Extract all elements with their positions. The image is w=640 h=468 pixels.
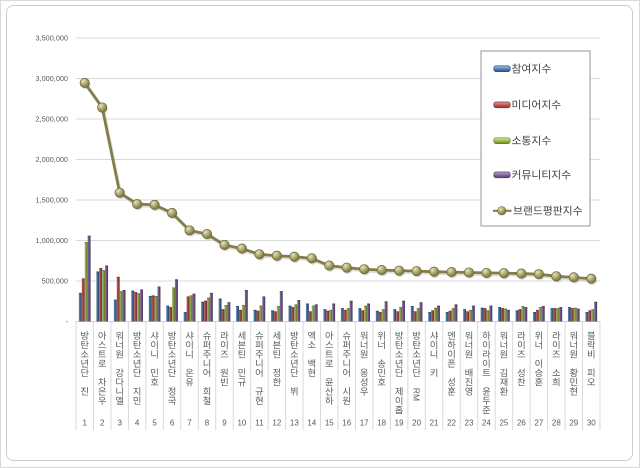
svg-text:1,500,000: 1,500,000 [36, 196, 68, 205]
svg-text:1,000,000: 1,000,000 [36, 236, 68, 245]
svg-text:23: 23 [465, 419, 474, 428]
svg-text:9: 9 [222, 419, 227, 428]
svg-text:7: 7 [187, 419, 192, 428]
svg-text:26: 26 [517, 419, 526, 428]
svg-text:3,500,000: 3,500,000 [36, 34, 68, 43]
svg-text:21: 21 [430, 419, 439, 428]
svg-text:2,000,000: 2,000,000 [36, 155, 68, 164]
svg-text:28: 28 [552, 419, 561, 428]
svg-text:4: 4 [135, 419, 140, 428]
svg-text:17: 17 [360, 419, 369, 428]
svg-text:20: 20 [412, 419, 421, 428]
svg-text:2,500,000: 2,500,000 [36, 115, 68, 124]
svg-text:3,000,000: 3,000,000 [36, 74, 68, 83]
svg-text:500,000: 500,000 [42, 277, 68, 286]
svg-text:15: 15 [325, 419, 334, 428]
svg-text:1: 1 [83, 419, 88, 428]
svg-text:18: 18 [377, 419, 386, 428]
svg-text:11: 11 [255, 419, 264, 428]
svg-text:8: 8 [205, 419, 210, 428]
svg-text:25: 25 [499, 419, 508, 428]
svg-text:2: 2 [100, 419, 105, 428]
svg-text:-: - [66, 317, 69, 326]
svg-text:19: 19 [395, 419, 404, 428]
svg-text:30: 30 [587, 419, 596, 428]
svg-text:3: 3 [117, 419, 122, 428]
svg-text:RM: RM [412, 388, 422, 401]
svg-text:16: 16 [342, 419, 351, 428]
svg-text:22: 22 [447, 419, 456, 428]
svg-text:14: 14 [307, 419, 316, 428]
svg-text:29: 29 [569, 419, 578, 428]
svg-text:10: 10 [237, 419, 246, 428]
svg-text:6: 6 [170, 419, 175, 428]
svg-text:13: 13 [290, 419, 299, 428]
svg-text:24: 24 [482, 419, 491, 428]
svg-text:12: 12 [272, 419, 281, 428]
svg-text:5: 5 [152, 419, 157, 428]
svg-text:27: 27 [534, 419, 543, 428]
